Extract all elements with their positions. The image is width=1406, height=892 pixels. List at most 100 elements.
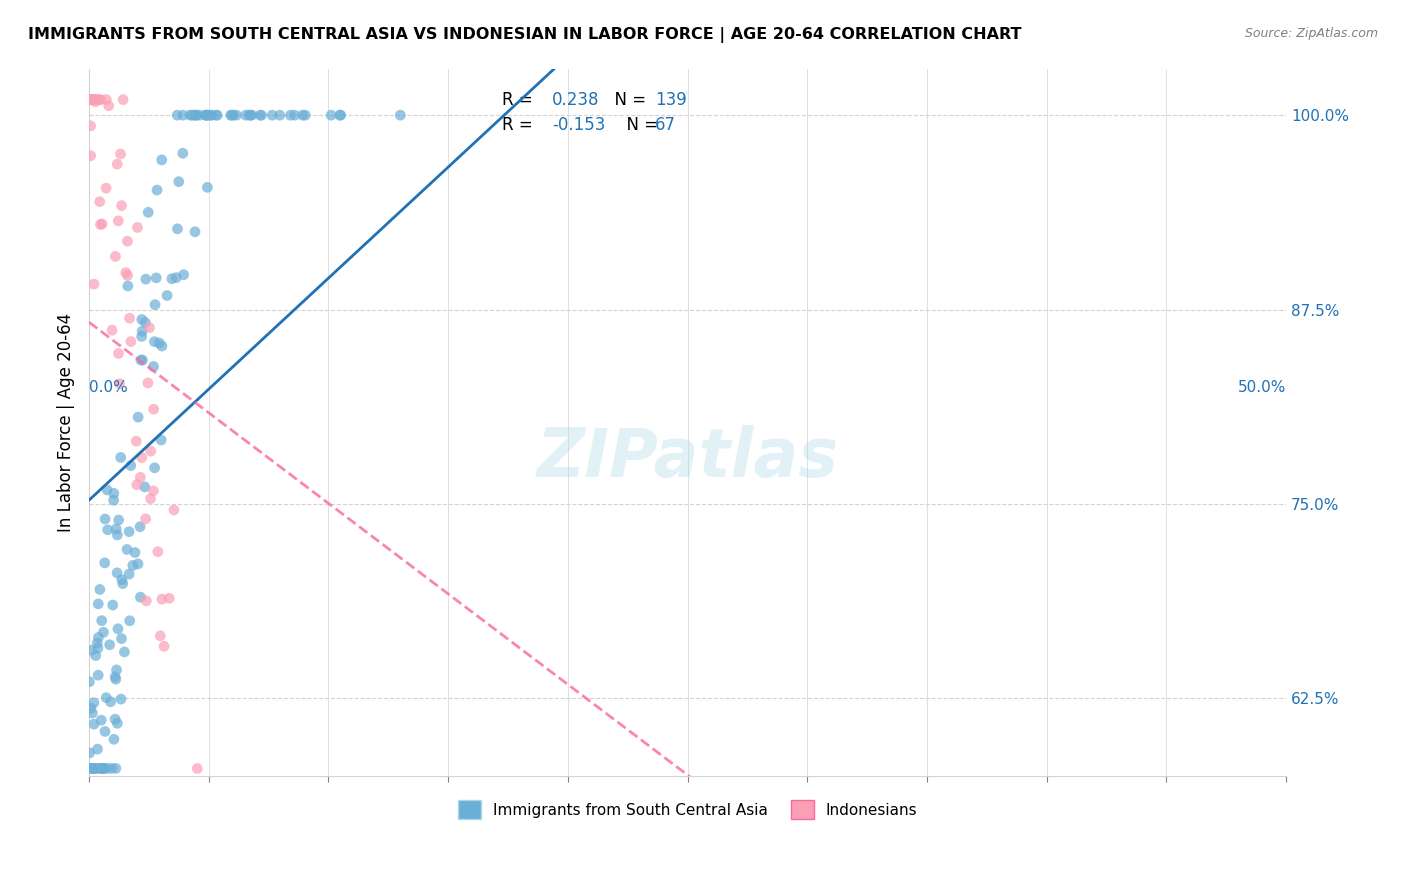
Point — [142, 359, 165, 374]
Point — [83, 696, 105, 710]
Point — [219, 108, 242, 122]
Point — [138, 320, 160, 334]
Point — [79, 761, 101, 775]
Point — [94, 181, 117, 195]
Point — [104, 670, 127, 684]
Point — [121, 558, 143, 573]
Point — [139, 444, 162, 458]
Text: 0.0%: 0.0% — [89, 380, 128, 395]
Point — [197, 108, 219, 122]
Point — [329, 108, 352, 122]
Point — [197, 108, 219, 122]
Point — [97, 761, 120, 775]
Point — [86, 742, 108, 756]
Point — [90, 614, 112, 628]
Point — [89, 218, 111, 232]
Point — [273, 808, 295, 822]
Point — [84, 95, 107, 109]
Point — [82, 93, 104, 107]
Point — [131, 329, 153, 343]
Point — [221, 108, 243, 122]
Point — [165, 270, 187, 285]
Point — [240, 108, 263, 122]
Point — [235, 108, 257, 122]
Point — [100, 695, 122, 709]
Text: R =: R = — [502, 116, 538, 134]
Point — [131, 324, 153, 338]
Point — [80, 93, 103, 107]
Point — [150, 153, 173, 167]
Point — [96, 690, 118, 705]
Point — [91, 761, 114, 775]
Point — [89, 582, 111, 597]
Point — [104, 761, 127, 775]
Point — [120, 458, 142, 473]
Point — [184, 108, 207, 122]
Point — [143, 460, 166, 475]
Point — [89, 93, 111, 107]
Point — [101, 323, 124, 337]
Point — [136, 205, 159, 219]
Point — [249, 108, 271, 122]
Point — [87, 631, 110, 645]
Point — [103, 486, 125, 500]
Point — [149, 629, 172, 643]
Point — [127, 410, 149, 425]
Point — [107, 214, 129, 228]
Point — [125, 434, 148, 449]
Point — [127, 220, 149, 235]
Point — [89, 194, 111, 209]
Point — [89, 761, 111, 775]
Point — [262, 108, 284, 122]
Text: 67: 67 — [655, 116, 676, 134]
Point — [180, 108, 202, 122]
Point — [239, 108, 262, 122]
Point — [184, 225, 207, 239]
Point — [135, 594, 157, 608]
Point — [80, 643, 103, 657]
Point — [83, 277, 105, 291]
Point — [120, 334, 142, 349]
Point — [173, 268, 195, 282]
Point — [96, 483, 118, 497]
Point — [179, 108, 201, 122]
Point — [82, 761, 104, 775]
Point — [108, 376, 131, 391]
Point — [118, 524, 141, 539]
Point — [204, 108, 226, 122]
Point — [93, 761, 115, 775]
Point — [157, 591, 180, 606]
Point — [111, 573, 134, 587]
Point — [129, 470, 152, 484]
Point — [110, 632, 132, 646]
Point — [172, 108, 194, 122]
Point — [105, 528, 128, 542]
Point — [136, 376, 159, 390]
Point — [194, 108, 217, 122]
Point — [118, 567, 141, 582]
Point — [145, 271, 167, 285]
Point — [105, 157, 128, 171]
Point — [131, 353, 153, 368]
Point — [389, 108, 412, 122]
Point — [134, 316, 156, 330]
Point — [80, 93, 103, 107]
Point — [207, 108, 229, 122]
Point — [82, 761, 104, 775]
Point — [329, 108, 352, 122]
Point — [93, 556, 115, 570]
Point — [79, 93, 101, 107]
Point — [166, 222, 188, 236]
Point — [131, 450, 153, 465]
Text: 0.238: 0.238 — [553, 91, 600, 110]
Point — [87, 597, 110, 611]
Point — [107, 622, 129, 636]
Point — [247, 808, 270, 822]
Point — [263, 808, 285, 822]
Point — [83, 717, 105, 731]
Point — [87, 668, 110, 682]
Point — [79, 93, 101, 107]
Point — [103, 732, 125, 747]
Point — [200, 108, 222, 122]
Point — [82, 93, 104, 107]
